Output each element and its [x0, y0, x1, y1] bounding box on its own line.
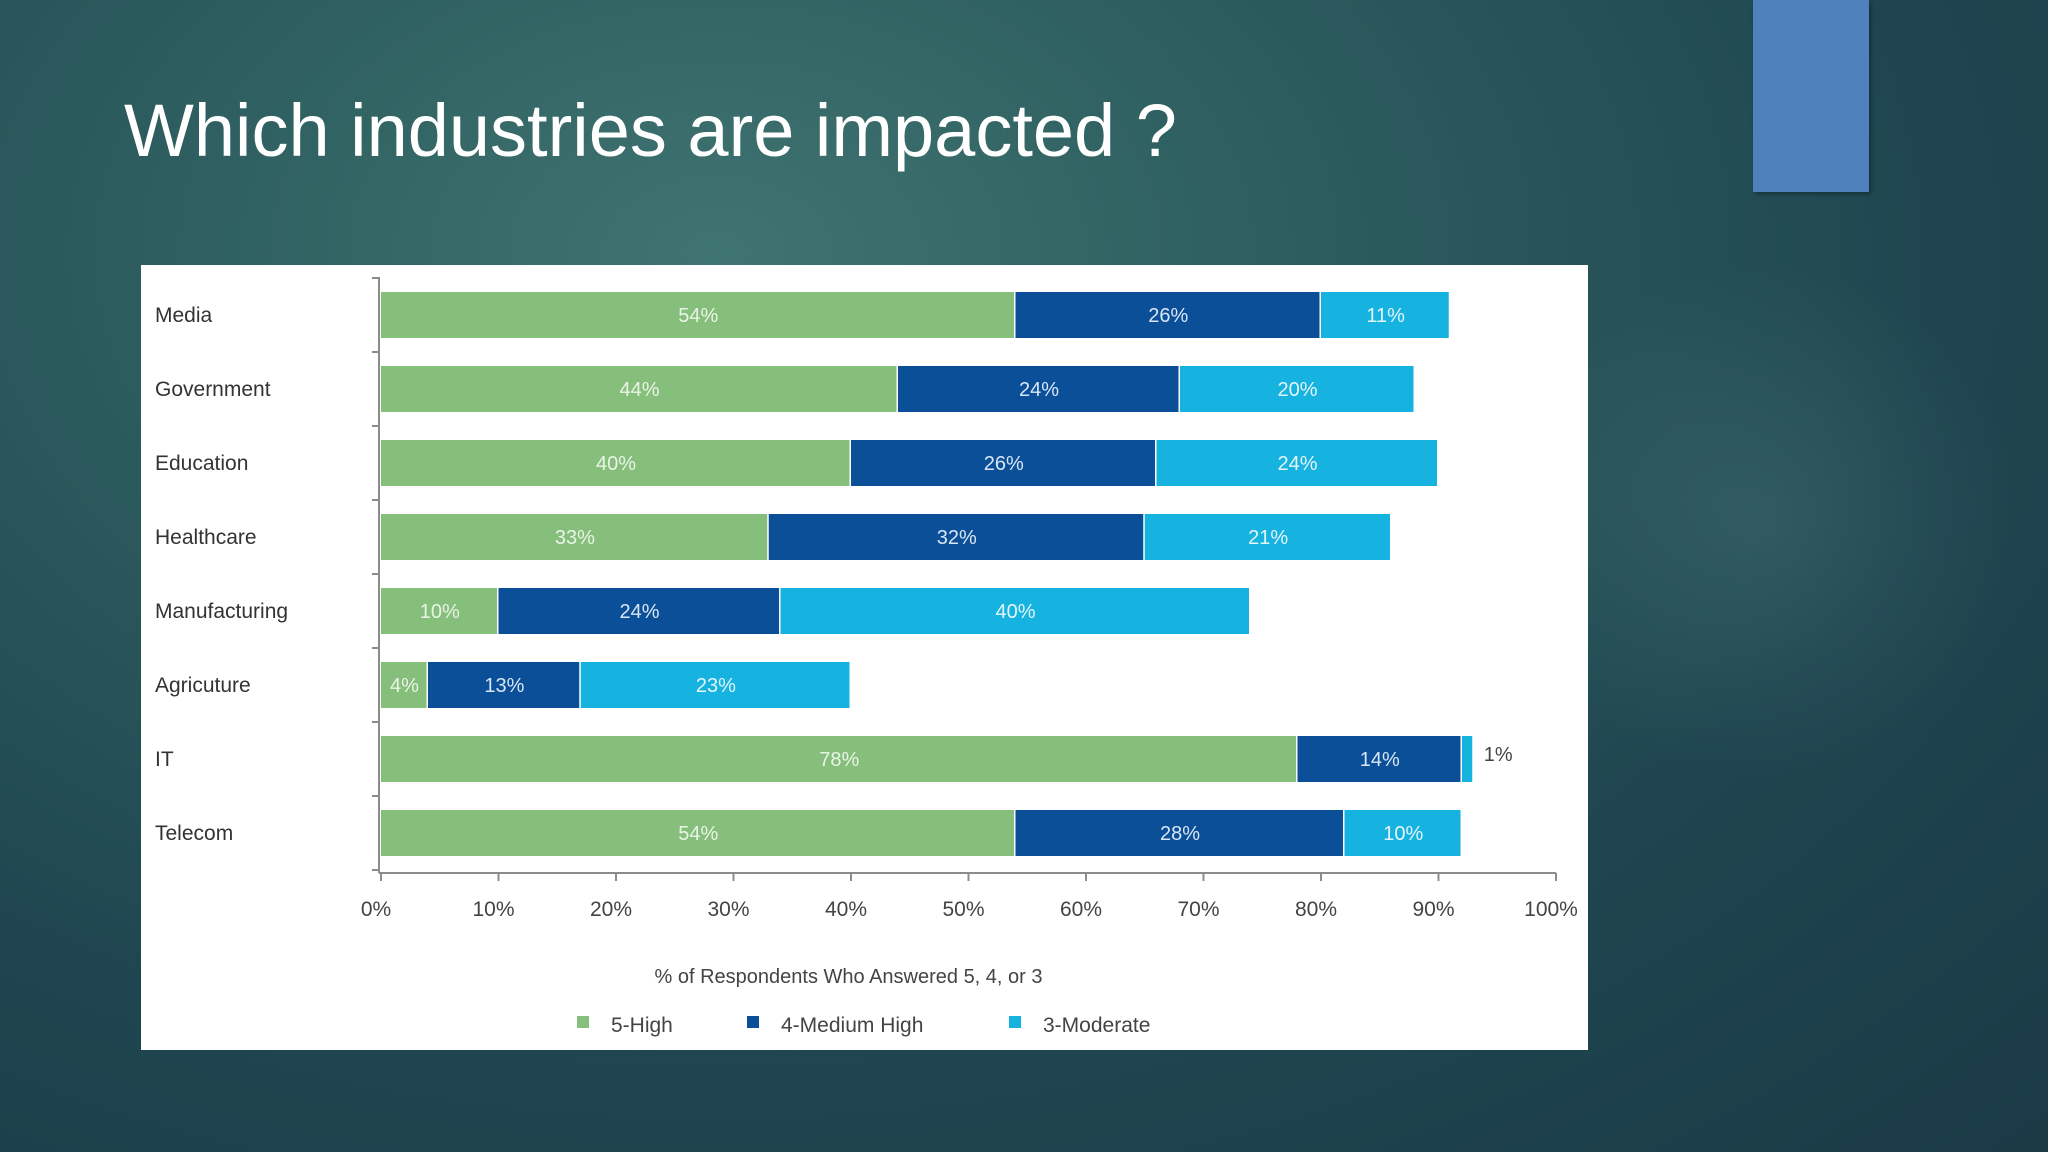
bar-data-label: 32%	[937, 527, 977, 549]
legend-label: 5-High	[611, 1014, 673, 1037]
x-tick-label: 90%	[1412, 898, 1454, 921]
bar-data-label: 10%	[1383, 823, 1423, 845]
x-tick-label: 70%	[1177, 898, 1219, 921]
bar-segment	[1180, 366, 1414, 412]
legend-swatch	[1009, 1016, 1021, 1028]
bar-segment	[381, 588, 497, 634]
decorative-rectangle	[1753, 0, 1869, 192]
slide-title: Which industries are impacted ?	[124, 89, 1177, 172]
bar-segment	[851, 440, 1155, 486]
category-label: IT	[155, 748, 174, 771]
category-label: Healthcare	[155, 526, 257, 549]
bar-data-label: 78%	[819, 749, 859, 771]
category-label: Agricuture	[155, 674, 251, 697]
bar-segment	[428, 662, 580, 708]
x-tick-label: 30%	[707, 898, 749, 921]
x-tick-label: 10%	[472, 898, 514, 921]
bar-segment	[898, 366, 1179, 412]
bar-segment	[381, 736, 1296, 782]
bar-segment	[1144, 514, 1390, 560]
bar-segment	[381, 440, 850, 486]
bar-data-label: 33%	[555, 527, 595, 549]
bar-data-label: 24%	[619, 601, 659, 623]
bar-data-label: 13%	[484, 675, 524, 697]
bar-data-label: 10%	[420, 601, 460, 623]
bar-segment	[780, 588, 1249, 634]
bar-data-label: 11%	[1366, 305, 1405, 327]
bar-data-label: 14%	[1360, 749, 1400, 771]
bar-data-label: 26%	[1148, 305, 1188, 327]
bar-segment	[1156, 440, 1437, 486]
x-tick-label: 50%	[942, 898, 984, 921]
bar-data-label: 54%	[678, 823, 718, 845]
bar-data-label: 23%	[696, 675, 736, 697]
x-tick-label: 80%	[1295, 898, 1337, 921]
bar-segment	[381, 662, 427, 708]
legend-swatch	[577, 1016, 589, 1028]
bar-segment	[498, 588, 779, 634]
bar-data-label: 24%	[1019, 379, 1059, 401]
x-tick-label: 60%	[1060, 898, 1102, 921]
category-label: Government	[155, 378, 271, 401]
bar-segment	[381, 514, 768, 560]
bar-data-label: 40%	[995, 601, 1035, 623]
bar-segment	[1297, 736, 1461, 782]
bar-data-label: 1%	[1484, 744, 1513, 766]
x-tick-label: 100%	[1524, 898, 1578, 921]
category-label: Telecom	[155, 822, 233, 845]
bar-segment	[381, 292, 1014, 338]
bar-segment	[1321, 292, 1449, 338]
bar-segment	[580, 662, 850, 708]
category-label: Media	[155, 304, 213, 327]
chart-panel: 0% 10% 20% 30% 40% 50% 60% 70% 80% 90% 100% Media Go…	[141, 265, 1588, 1050]
bar-data-label: 26%	[984, 453, 1024, 475]
bar-data-label: 54%	[678, 305, 718, 327]
x-axis-title: % of Respondents Who Answered 5, 4, or 3	[655, 966, 1043, 988]
bar-segment	[1462, 736, 1473, 782]
bar-segment	[1015, 810, 1343, 856]
x-tick-label: 40%	[825, 898, 867, 921]
bar-segment	[1344, 810, 1461, 856]
bar-segment	[381, 810, 1014, 856]
legend-label: 3-Moderate	[1043, 1014, 1150, 1037]
bar-data-label: 4%	[390, 675, 419, 697]
bar-segment	[768, 514, 1144, 560]
legend-label: 4-Medium High	[781, 1014, 923, 1037]
bar-segment	[381, 366, 897, 412]
x-tick-label: 20%	[590, 898, 632, 921]
bar-data-label: 20%	[1277, 379, 1317, 401]
bar-data-label: 21%	[1248, 527, 1288, 549]
bar-segment	[1015, 292, 1320, 338]
category-label: Manufacturing	[155, 600, 288, 623]
x-tick-label: 0%	[361, 898, 391, 921]
bar-data-label: 24%	[1277, 453, 1317, 475]
stacked-bar-chart: 0% 10% 20% 30% 40% 50% 60% 70% 80% 90% 100% Media Go…	[155, 277, 1578, 1037]
bar-data-label: 40%	[596, 453, 636, 475]
bar-data-label: 44%	[619, 379, 659, 401]
legend-swatch	[747, 1016, 759, 1028]
category-label: Education	[155, 452, 248, 475]
bar-data-label: 28%	[1160, 823, 1200, 845]
